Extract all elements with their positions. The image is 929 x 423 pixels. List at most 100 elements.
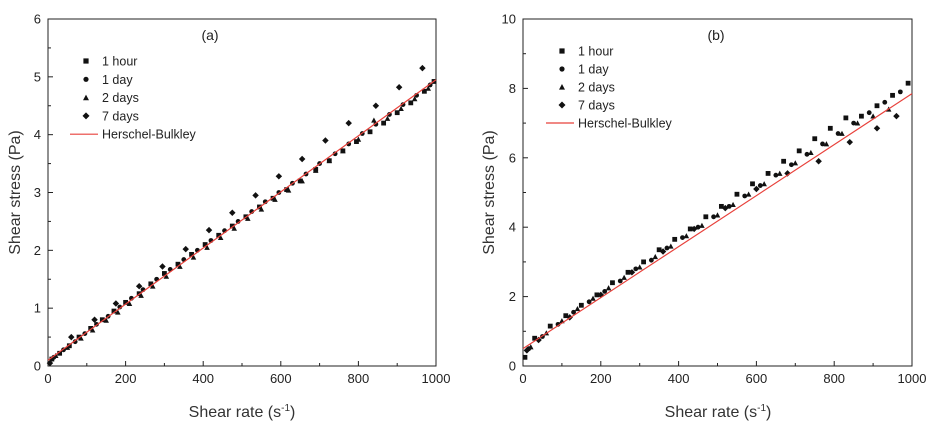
data-point: [827, 125, 833, 131]
data-point: [285, 187, 292, 193]
data-point: [636, 264, 643, 270]
x-axis-title-main: Shear rate (s: [665, 404, 757, 421]
y-axis-title: Shear stress (Pa): [7, 130, 24, 254]
legend-marker-square: [83, 58, 89, 64]
x-axis-title: Shear rate (s-1): [665, 403, 772, 421]
data-point: [578, 302, 584, 308]
data-point: [72, 339, 78, 345]
data-point: [610, 280, 615, 286]
data-point: [64, 344, 71, 350]
data-point: [190, 254, 197, 260]
data-point: [216, 232, 222, 238]
data-point: [594, 292, 600, 298]
x-tick-label: 200: [115, 371, 137, 386]
data-point: [605, 285, 612, 291]
data-point: [326, 157, 333, 164]
data-point: [175, 261, 181, 267]
y-tick-label: 5: [34, 69, 41, 84]
data-point: [88, 326, 94, 331]
data-point: [229, 223, 235, 229]
data-point: [421, 88, 427, 94]
x-tick-label: 1000: [898, 371, 927, 386]
data-point: [148, 281, 154, 287]
data-point: [761, 181, 767, 187]
data-point: [750, 181, 755, 187]
data-point: [699, 222, 705, 228]
data-point: [656, 247, 662, 253]
data-point: [641, 259, 646, 265]
x-tick-label: 600: [746, 371, 768, 386]
data-point: [78, 335, 84, 341]
data-point: [664, 245, 670, 251]
data-point: [523, 347, 531, 354]
data-point: [91, 316, 98, 323]
legend-label: 2 days: [578, 81, 615, 95]
y-tick-label: 4: [509, 220, 516, 235]
data-point: [547, 323, 553, 329]
data-point: [322, 137, 329, 144]
data-point: [625, 269, 631, 275]
legend-marker-square: [559, 48, 565, 54]
x-tick-label: 0: [519, 371, 526, 386]
data-point: [781, 158, 787, 164]
data-point: [680, 235, 685, 241]
data-point: [820, 141, 825, 147]
data-point: [99, 317, 105, 323]
data-point: [659, 248, 667, 255]
data-point: [312, 167, 319, 173]
x-tick-label: 400: [192, 371, 214, 386]
data-point: [371, 117, 377, 123]
data-point: [597, 291, 605, 299]
series-1-hour: [522, 80, 911, 360]
x-axis-title-superscript: -1: [757, 403, 766, 414]
data-point: [683, 233, 690, 239]
y-tick-label: 8: [509, 81, 516, 96]
data-point: [103, 317, 109, 323]
data-point: [189, 251, 194, 257]
data-point: [367, 129, 373, 135]
x-tick-label: 600: [270, 371, 292, 386]
data-point: [846, 138, 853, 146]
data-point: [905, 80, 911, 86]
data-point: [66, 343, 72, 349]
data-point: [851, 120, 857, 126]
data-point: [270, 195, 276, 201]
data-point: [272, 196, 278, 202]
data-point: [408, 100, 414, 106]
data-point: [340, 148, 346, 154]
y-tick-label: 10: [502, 12, 516, 27]
data-point: [177, 263, 183, 269]
y-tick-label: 2: [509, 289, 516, 304]
data-point: [722, 204, 729, 212]
legend: 1 hour 1 day 2 days 7 days Herschel-Bulkley: [546, 45, 673, 131]
series-7-days: [523, 112, 900, 354]
legend-label: 1 hour: [102, 55, 137, 69]
data-point: [231, 225, 237, 231]
data-point: [804, 151, 810, 157]
data-point: [229, 209, 236, 216]
data-point: [252, 192, 259, 199]
x-tick-label: 800: [348, 371, 370, 386]
data-point: [870, 113, 876, 119]
legend-label: 1 day: [102, 73, 133, 87]
data-point: [163, 273, 170, 279]
data-point: [628, 269, 636, 276]
y-tick-label: 0: [34, 359, 41, 374]
data-point: [796, 148, 802, 154]
data-point: [182, 245, 189, 253]
data-point: [812, 136, 818, 142]
data-point: [792, 160, 799, 166]
x-tick-label: 200: [590, 371, 612, 386]
data-point: [204, 244, 210, 250]
x-axis-title-end: ): [290, 404, 295, 421]
data-point: [668, 243, 674, 249]
legend-label: 2 days: [102, 91, 139, 105]
legend-label: Herschel-Bulkley: [102, 128, 197, 142]
data-point: [714, 212, 721, 218]
data-point: [57, 350, 63, 356]
legend-label: 7 days: [102, 109, 139, 123]
data-point: [299, 178, 305, 184]
data-point: [89, 327, 96, 333]
data-point: [874, 103, 880, 109]
legend: 1 hour 1 day 2 days 7 days Herschel-Bulkley: [70, 55, 197, 142]
